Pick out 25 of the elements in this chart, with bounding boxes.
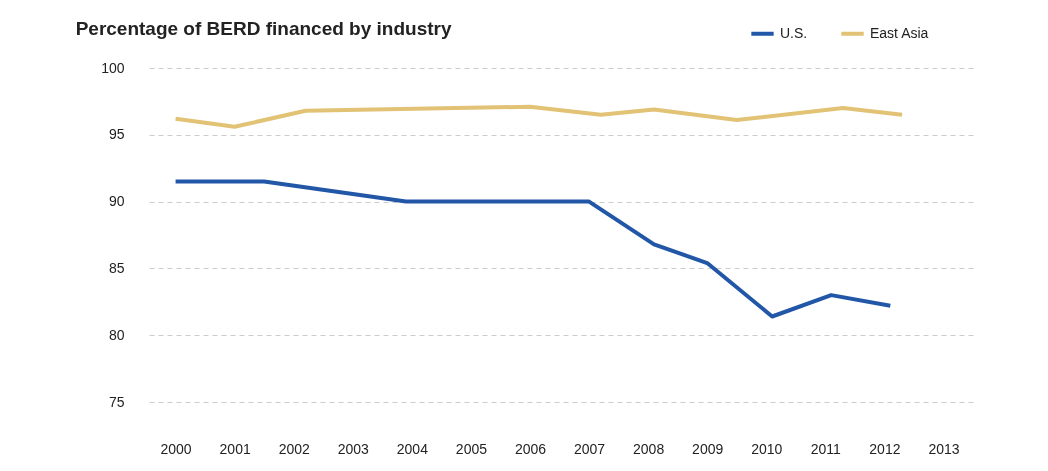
x-tick-label: 2002	[278, 440, 310, 457]
y-tick-label: 90	[108, 193, 125, 210]
x-tick-label: 2004	[396, 440, 429, 457]
x-tick-label: 2006	[514, 440, 547, 457]
y-tick-label: 85	[108, 259, 125, 276]
chart-title: Percentage of BERD financed by industry	[75, 18, 452, 39]
x-tick-label: 2005	[455, 440, 488, 457]
x-tick-label: 2012	[869, 440, 901, 457]
y-tick-label: 75	[108, 393, 125, 410]
x-tick-label: 2008	[633, 440, 665, 457]
x-tick-label: 2007	[573, 440, 606, 457]
x-tick-label: 2009	[692, 440, 724, 457]
x-tick-label: 2011	[810, 440, 842, 457]
legend-label: East Asia	[870, 24, 929, 41]
x-tick-label: 2003	[337, 440, 370, 457]
y-tick-label: 95	[108, 126, 125, 143]
y-tick-label: 80	[108, 326, 125, 343]
legend-label: U.S.	[780, 24, 808, 41]
x-tick-label: 2010	[751, 440, 783, 457]
line-series	[173, 179, 893, 319]
x-tick-label: 2000	[160, 440, 192, 457]
x-tick-label: 2013	[928, 440, 960, 457]
x-tick-label: 2001	[219, 440, 251, 457]
y-tick-label: 100	[101, 59, 125, 76]
line-series	[173, 104, 905, 129]
